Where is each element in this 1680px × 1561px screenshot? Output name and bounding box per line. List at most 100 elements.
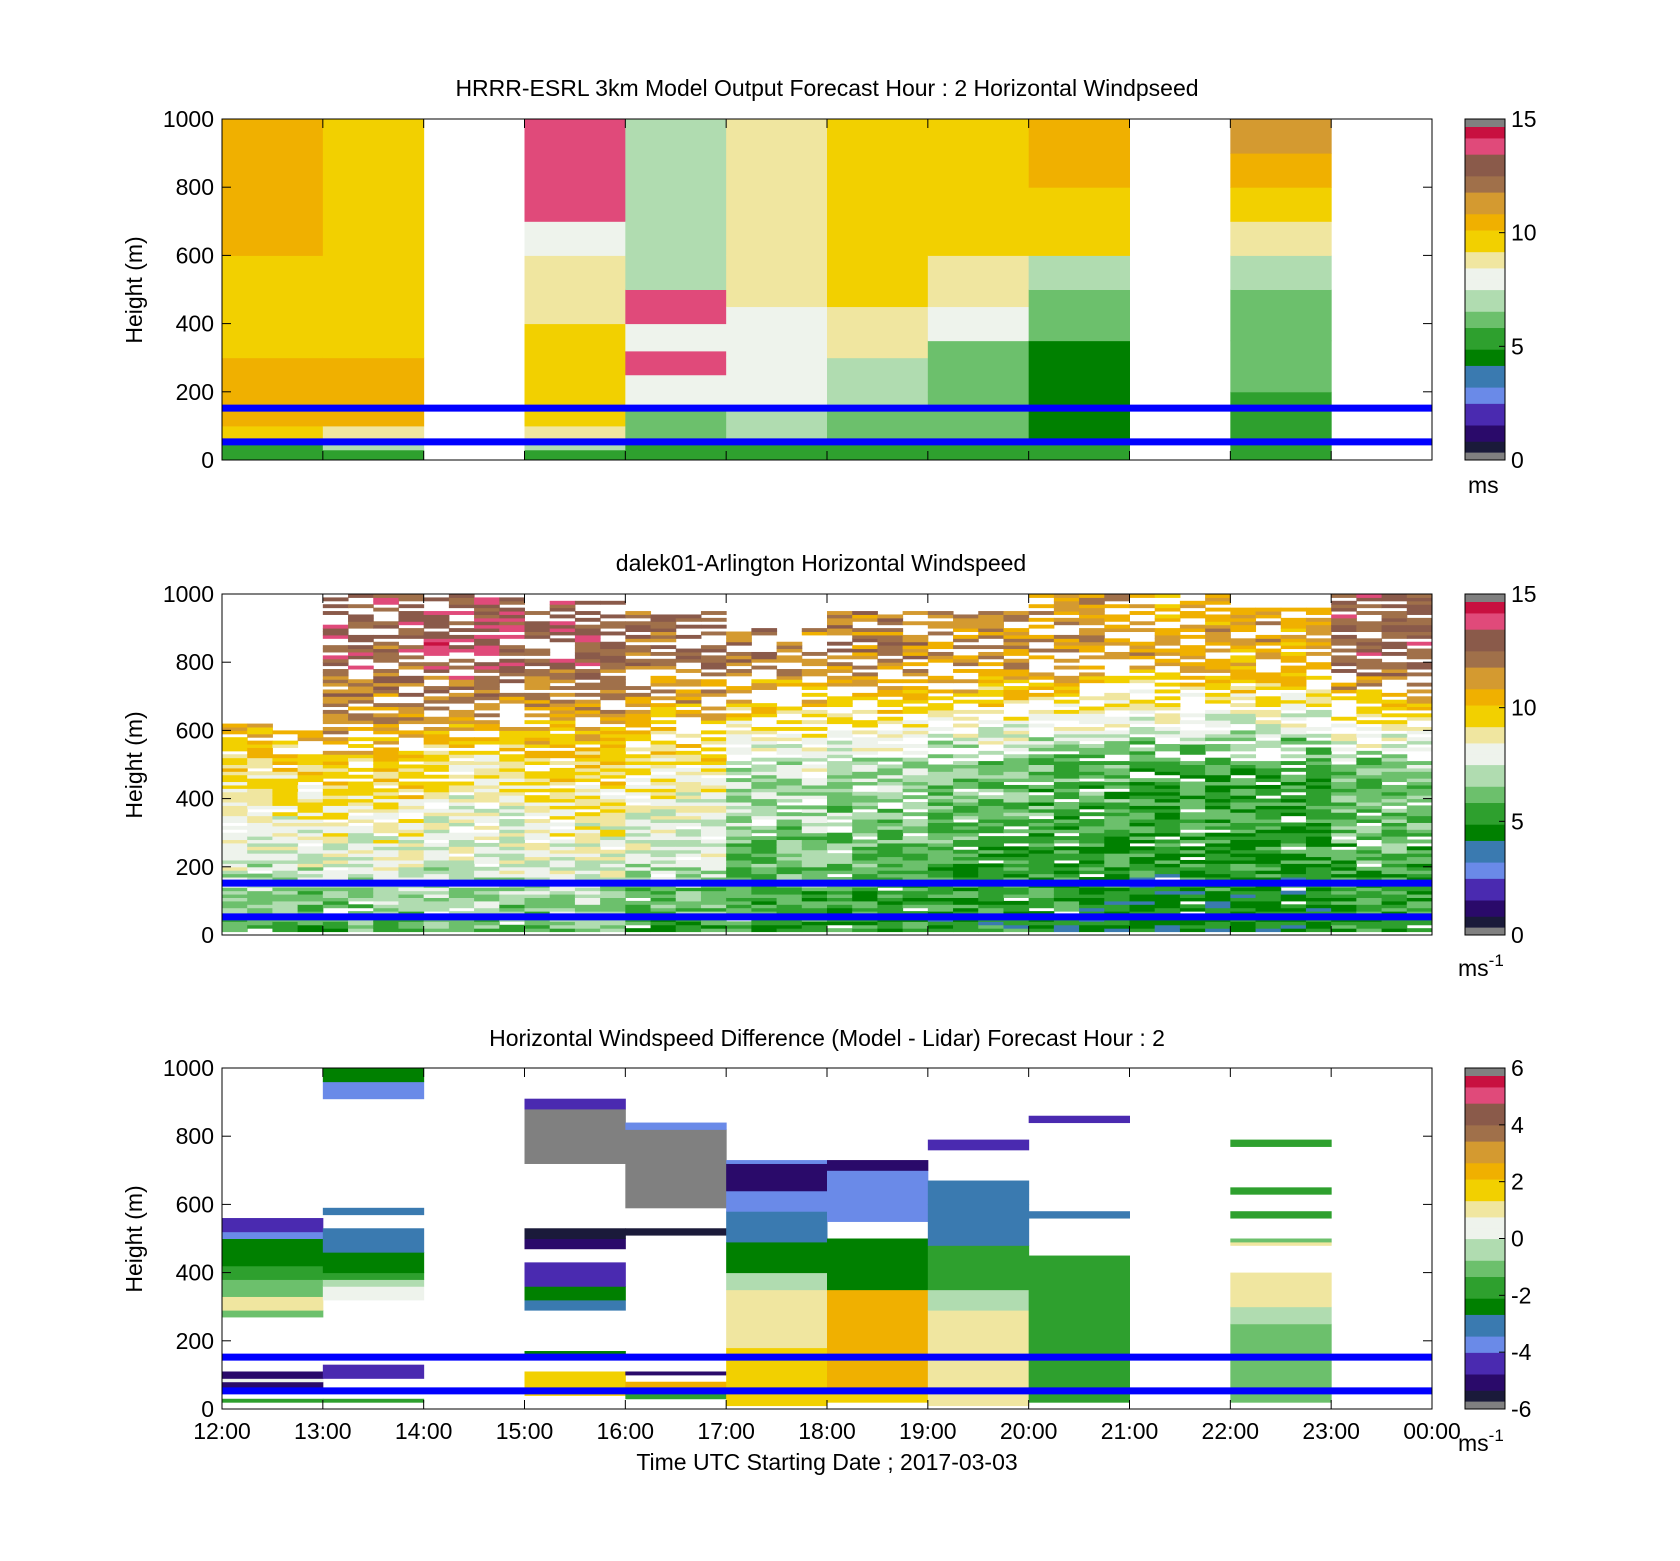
- heatmap-cell: [700, 692, 727, 697]
- heatmap-cell: [1129, 894, 1156, 898]
- heatmap-cell: [650, 791, 677, 796]
- heatmap-cell: [1154, 726, 1181, 731]
- heatmap-cell: [549, 737, 576, 742]
- heatmap-cell: [322, 900, 349, 905]
- colorbar-swatch: [1465, 359, 1505, 366]
- heatmap-cell: [1028, 1255, 1130, 1403]
- heatmap-cell: [549, 692, 576, 697]
- heatmap-cell: [272, 890, 299, 895]
- heatmap-cell: [1104, 733, 1130, 738]
- heatmap-cell: [423, 788, 450, 793]
- heatmap-cell: [1129, 628, 1156, 633]
- heatmap-cell: [1179, 822, 1206, 827]
- heatmap-cell: [1154, 859, 1181, 864]
- heatmap-cell: [448, 897, 475, 902]
- heatmap-cell: [222, 1231, 324, 1239]
- heatmap-cell: [499, 836, 525, 841]
- heatmap-cell: [1104, 774, 1130, 779]
- heatmap-cell: [700, 795, 727, 800]
- heatmap-cell: [852, 720, 878, 725]
- heatmap-cell: [272, 873, 299, 878]
- heatmap-cell: [322, 645, 349, 650]
- heatmap-cell: [448, 928, 475, 933]
- heatmap-cell: [877, 877, 904, 881]
- heatmap-cell: [827, 808, 853, 813]
- heatmap-cell: [902, 911, 929, 916]
- heatmap-cell: [1205, 744, 1231, 748]
- heatmap-cell: [1205, 597, 1231, 602]
- heatmap-cell: [927, 904, 954, 909]
- heatmap-cell: [1104, 723, 1130, 728]
- heatmap-cell: [398, 819, 425, 823]
- heatmap-cell: [1129, 706, 1156, 711]
- heatmap-cell: [1079, 832, 1105, 837]
- heatmap-cell: [1104, 870, 1130, 875]
- heatmap-cell: [625, 808, 652, 813]
- heatmap-cell: [499, 645, 525, 650]
- heatmap-cell: [322, 682, 349, 687]
- heatmap-cell: [1079, 798, 1105, 803]
- heatmap-cell: [1255, 730, 1282, 735]
- heatmap-cell: [927, 255, 1030, 308]
- heatmap-cell: [953, 771, 979, 776]
- heatmap-cell: [1381, 812, 1408, 817]
- heatmap-cell: [1129, 781, 1156, 786]
- heatmap-cell: [1230, 733, 1257, 738]
- heatmap-cell: [600, 761, 626, 765]
- heatmap-cell: [877, 873, 904, 878]
- colorbar-swatch: [1465, 1346, 1505, 1353]
- heatmap-cell: [1205, 730, 1231, 735]
- heatmap-cell: [423, 665, 450, 670]
- heatmap-cell: [1079, 866, 1105, 871]
- heatmap-cell: [1406, 747, 1432, 752]
- heatmap-cell: [1331, 866, 1357, 871]
- heatmap-cell: [373, 859, 399, 864]
- heatmap-cell: [751, 853, 778, 858]
- heatmap-cell: [348, 726, 374, 731]
- heatmap-cell: [247, 911, 273, 916]
- heatmap-cell: [953, 774, 979, 779]
- heatmap-cell: [675, 866, 702, 871]
- heatmap-cell: [1028, 887, 1055, 892]
- heatmap-cell: [827, 798, 853, 803]
- heatmap-cell: [549, 750, 576, 755]
- heatmap-cell: [978, 628, 1004, 633]
- heatmap-cell: [700, 924, 727, 929]
- heatmap-cell: [801, 709, 828, 714]
- heatmap-cell: [953, 634, 979, 639]
- heatmap-cell: [1331, 696, 1357, 701]
- heatmap-cell: [1028, 866, 1055, 871]
- heatmap-cell: [1305, 791, 1332, 796]
- heatmap-cell: [448, 887, 475, 892]
- heatmap-cell: [297, 849, 324, 854]
- heatmap-cell: [978, 764, 1004, 769]
- heatmap-cell: [1154, 805, 1181, 810]
- heatmap-cell: [1003, 802, 1030, 806]
- heatmap-cell: [902, 866, 929, 871]
- heatmap-cell: [1305, 699, 1332, 704]
- heatmap-cell: [877, 628, 904, 633]
- heatmap-cell: [978, 621, 1004, 626]
- heatmap-cell: [247, 788, 273, 793]
- colorbar-swatch: [1465, 1314, 1505, 1321]
- heatmap-cell: [1356, 726, 1383, 731]
- heatmap-cell: [902, 784, 929, 789]
- heatmap-cell: [574, 624, 601, 629]
- heatmap-cell: [1255, 853, 1282, 858]
- heatmap-cell: [524, 877, 551, 881]
- heatmap-cell: [1280, 669, 1307, 673]
- heatmap-cell: [1406, 771, 1432, 776]
- heatmap-cell: [801, 812, 828, 817]
- heatmap-cell: [1280, 877, 1307, 881]
- heatmap-cell: [1028, 784, 1055, 789]
- heatmap-cell: [398, 856, 425, 861]
- heatmap-cell: [549, 897, 576, 902]
- heatmap-cell: [877, 904, 904, 909]
- heatmap-cell: [600, 815, 626, 820]
- heatmap-cell: [247, 730, 273, 735]
- heatmap-cell: [751, 744, 778, 748]
- heatmap-cell: [827, 720, 853, 725]
- heatmap-cell: [1003, 648, 1030, 653]
- heatmap-cell: [650, 628, 677, 633]
